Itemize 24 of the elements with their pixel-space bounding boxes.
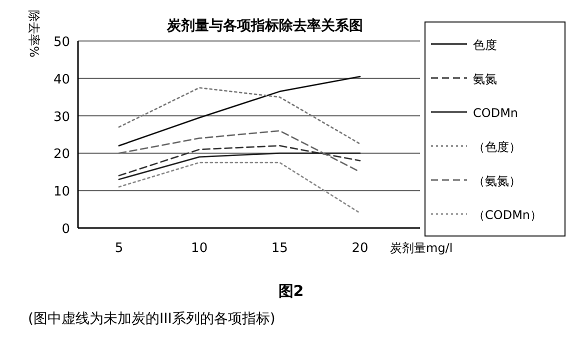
y-tick-label: 30 xyxy=(53,110,70,125)
x-tick-label: 5 xyxy=(114,241,124,256)
x-tick-label: 20 xyxy=(352,241,368,256)
y-tick-label: 10 xyxy=(53,184,70,200)
x-axis-title: 炭剂量mg/l xyxy=(390,241,453,255)
x-tick-label: 10 xyxy=(191,241,208,256)
y-tick-label: 40 xyxy=(53,72,70,88)
legend-label: 氨氮 xyxy=(473,72,497,86)
legend-label: （色度） xyxy=(473,140,521,154)
x-tick-label: 15 xyxy=(271,241,288,256)
line-series xyxy=(118,87,361,145)
y-axis-title: 除去率% xyxy=(27,10,41,58)
chart-title: 炭剂量与各项指标除去率关系图 xyxy=(166,17,363,34)
legend-label: 色度 xyxy=(473,38,497,52)
line-series xyxy=(118,76,361,146)
caption: 图2 xyxy=(278,282,304,300)
y-tick-label: 20 xyxy=(53,147,70,162)
y-tick-label: 0 xyxy=(62,222,70,237)
text: (图中虚线为未加炭的III系列的各项指标) xyxy=(28,311,276,327)
line-series xyxy=(118,145,361,176)
legend-label: （氨氮） xyxy=(473,174,521,188)
y-tick-label: 50 xyxy=(53,35,70,50)
legend-label: （CODMn） xyxy=(473,208,542,222)
legend-label: CODMn xyxy=(473,106,518,120)
